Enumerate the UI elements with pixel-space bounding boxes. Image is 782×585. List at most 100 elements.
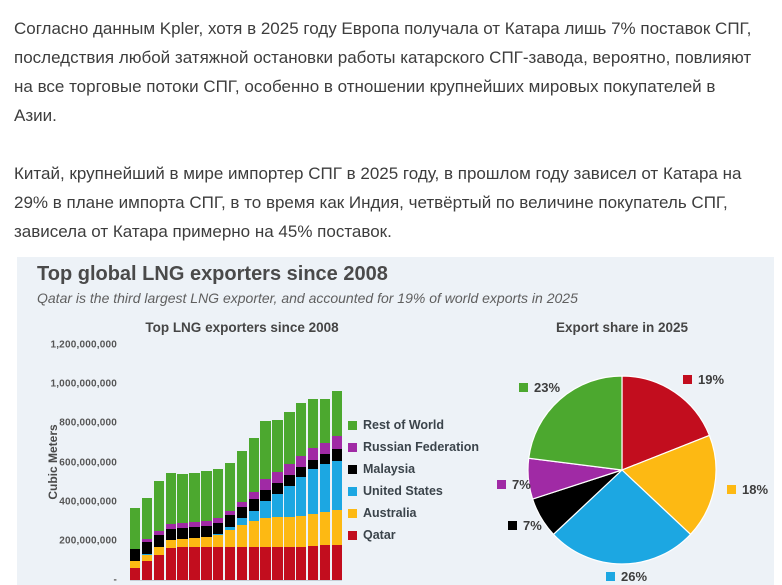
segment-2016-qatar[interactable]	[224, 546, 236, 580]
segment-2017-australia[interactable]	[236, 525, 248, 547]
segment-2019-qatar[interactable]	[260, 546, 271, 580]
segment-2008-rest-of-world[interactable]	[130, 508, 141, 550]
segment-2024-australia[interactable]	[319, 512, 331, 545]
bar-2016[interactable]	[224, 462, 236, 580]
segment-2022-russian-federation[interactable]	[296, 456, 307, 468]
segment-2025-russian-federation[interactable]	[331, 436, 342, 450]
segment-2011-russian-federation[interactable]	[165, 524, 176, 529]
segment-2025-united-states[interactable]	[331, 460, 342, 511]
segment-2015-rest-of-world[interactable]	[213, 469, 224, 519]
segment-2024-russian-federation[interactable]	[319, 442, 331, 455]
segment-2008-qatar[interactable]	[130, 568, 141, 580]
segment-2023-qatar[interactable]	[307, 545, 319, 580]
segment-2019-russian-federation[interactable]	[260, 479, 271, 490]
segment-2016-malaysia[interactable]	[224, 515, 236, 528]
bar-2018[interactable]	[248, 438, 259, 580]
segment-2020-rest-of-world[interactable]	[272, 420, 283, 473]
legend-item-united-states[interactable]: United States	[348, 480, 479, 502]
segment-2021-malaysia[interactable]	[284, 475, 295, 487]
segment-2017-qatar[interactable]	[236, 546, 248, 580]
segment-2020-australia[interactable]	[272, 517, 283, 547]
segment-2020-united-states[interactable]	[272, 493, 283, 518]
segment-2023-australia[interactable]	[307, 514, 319, 546]
segment-2016-russian-federation[interactable]	[224, 511, 236, 516]
segment-2023-malaysia[interactable]	[307, 459, 319, 470]
segment-2015-russian-federation[interactable]	[213, 518, 224, 523]
segment-2011-malaysia[interactable]	[165, 528, 176, 540]
segment-2015-united-states[interactable]	[213, 534, 224, 535]
segment-2009-malaysia[interactable]	[141, 542, 153, 555]
segment-2022-australia[interactable]	[296, 516, 307, 547]
bar-2009[interactable]	[141, 498, 153, 580]
pie-slice-rest-of-world[interactable]	[528, 375, 623, 471]
segment-2017-malaysia[interactable]	[236, 506, 248, 519]
segment-2022-rest-of-world[interactable]	[296, 402, 307, 457]
segment-2018-qatar[interactable]	[248, 546, 259, 580]
bar-2019[interactable]	[260, 421, 271, 580]
segment-2020-qatar[interactable]	[272, 546, 283, 580]
segment-2008-malaysia[interactable]	[130, 549, 141, 562]
segment-2022-qatar[interactable]	[296, 546, 307, 580]
segment-2013-australia[interactable]	[189, 537, 200, 547]
segment-2013-malaysia[interactable]	[189, 526, 200, 538]
bar-2014[interactable]	[201, 471, 212, 580]
segment-2019-australia[interactable]	[260, 518, 271, 547]
segment-2019-rest-of-world[interactable]	[260, 421, 271, 480]
bar-2012[interactable]	[177, 474, 188, 580]
segment-2014-malaysia[interactable]	[201, 525, 212, 537]
segment-2009-rest-of-world[interactable]	[141, 498, 153, 540]
segment-2009-australia[interactable]	[141, 554, 153, 562]
segment-2009-qatar[interactable]	[141, 561, 153, 580]
segment-2021-united-states[interactable]	[284, 486, 295, 518]
pie-slice-qatar[interactable]	[621, 375, 711, 471]
segment-2010-malaysia[interactable]	[153, 535, 165, 547]
segment-2008-australia[interactable]	[130, 561, 141, 569]
segment-2015-australia[interactable]	[213, 534, 224, 547]
segment-2021-qatar[interactable]	[284, 546, 295, 580]
legend-item-malaysia[interactable]: Malaysia	[348, 458, 479, 480]
bar-2023[interactable]	[307, 398, 319, 580]
segment-2024-qatar[interactable]	[319, 544, 331, 580]
segment-2014-australia[interactable]	[201, 537, 212, 547]
segment-2013-rest-of-world[interactable]	[189, 473, 200, 523]
segment-2019-united-states[interactable]	[260, 500, 271, 519]
bar-2015[interactable]	[213, 469, 224, 580]
pie-slice-australia[interactable]	[620, 434, 717, 536]
legend-item-australia[interactable]: Australia	[348, 502, 479, 524]
segment-2014-russian-federation[interactable]	[201, 521, 212, 526]
segment-2010-australia[interactable]	[153, 547, 165, 555]
bar-2010[interactable]	[153, 481, 165, 580]
bar-2024[interactable]	[319, 398, 331, 580]
segment-2011-rest-of-world[interactable]	[165, 473, 176, 525]
segment-2014-rest-of-world[interactable]	[201, 471, 212, 522]
segment-2025-rest-of-world[interactable]	[331, 391, 342, 437]
segment-2024-rest-of-world[interactable]	[319, 398, 331, 443]
segment-2012-australia[interactable]	[177, 538, 188, 547]
segment-2009-russian-federation[interactable]	[141, 539, 153, 543]
bar-2020[interactable]	[272, 420, 283, 580]
bar-2025[interactable]	[331, 391, 342, 580]
segment-2018-united-states[interactable]	[248, 510, 259, 522]
segment-2022-malaysia[interactable]	[296, 467, 307, 478]
segment-2017-united-states[interactable]	[236, 518, 248, 526]
segment-2011-australia[interactable]	[165, 540, 176, 548]
segment-2012-russian-federation[interactable]	[177, 523, 188, 528]
segment-2024-malaysia[interactable]	[319, 454, 331, 465]
segment-2012-malaysia[interactable]	[177, 527, 188, 539]
segment-2010-rest-of-world[interactable]	[153, 481, 165, 532]
segment-2017-rest-of-world[interactable]	[236, 450, 248, 502]
segment-2013-qatar[interactable]	[189, 546, 200, 580]
bar-2021[interactable]	[284, 411, 295, 580]
segment-2025-malaysia[interactable]	[331, 449, 342, 461]
bar-2008[interactable]	[130, 508, 141, 580]
segment-2018-russian-federation[interactable]	[248, 491, 259, 500]
segment-2022-united-states[interactable]	[296, 477, 307, 517]
segment-2014-qatar[interactable]	[201, 546, 212, 580]
segment-2012-qatar[interactable]	[177, 546, 188, 580]
segment-2021-rest-of-world[interactable]	[284, 411, 295, 465]
legend-item-rest-of-world[interactable]: Rest of World	[348, 414, 479, 436]
pie-slice-united-states[interactable]	[552, 469, 692, 565]
segment-2015-malaysia[interactable]	[213, 522, 224, 534]
segment-2011-qatar[interactable]	[165, 547, 176, 580]
legend-item-russian-federation[interactable]: Russian Federation	[348, 436, 479, 458]
